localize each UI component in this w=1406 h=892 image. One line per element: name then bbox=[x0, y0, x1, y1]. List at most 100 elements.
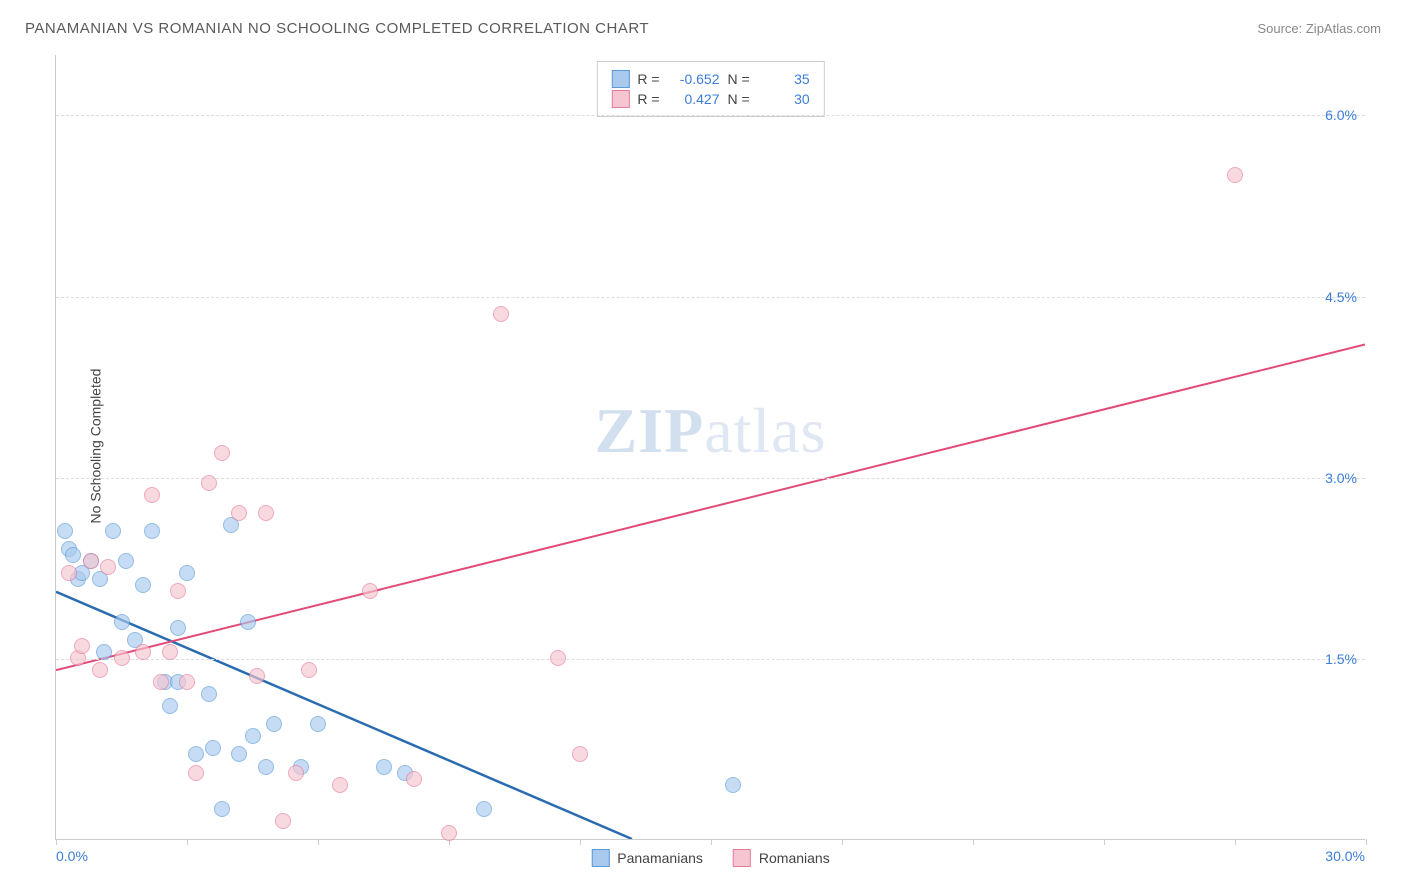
data-point bbox=[170, 583, 186, 599]
data-point bbox=[201, 686, 217, 702]
r-value-romanians: 0.427 bbox=[668, 91, 720, 107]
legend-label-romanians: Romanians bbox=[759, 850, 830, 866]
data-point bbox=[476, 801, 492, 817]
data-point bbox=[170, 620, 186, 636]
legend-label-panamanians: Panamanians bbox=[617, 850, 703, 866]
r-label: R = bbox=[637, 71, 659, 87]
data-point bbox=[105, 523, 121, 539]
xtick bbox=[56, 839, 57, 845]
xtick bbox=[842, 839, 843, 845]
data-point bbox=[201, 475, 217, 491]
data-point bbox=[144, 487, 160, 503]
ytick-label: 3.0% bbox=[1325, 470, 1357, 486]
data-point bbox=[214, 801, 230, 817]
n-label: N = bbox=[728, 71, 750, 87]
data-point bbox=[406, 771, 422, 787]
r-label: R = bbox=[637, 91, 659, 107]
data-point bbox=[57, 523, 73, 539]
data-point bbox=[231, 505, 247, 521]
data-point bbox=[231, 746, 247, 762]
xtick bbox=[711, 839, 712, 845]
ytick-label: 1.5% bbox=[1325, 651, 1357, 667]
n-value-romanians: 30 bbox=[758, 91, 810, 107]
ytick-label: 6.0% bbox=[1325, 107, 1357, 123]
watermark-zip: ZIP bbox=[595, 395, 705, 466]
xtick bbox=[580, 839, 581, 845]
watermark-atlas: atlas bbox=[704, 395, 826, 466]
legend-item-panamanians: Panamanians bbox=[591, 849, 703, 867]
data-point bbox=[114, 614, 130, 630]
data-point bbox=[205, 740, 221, 756]
series-legend: Panamanians Romanians bbox=[591, 849, 829, 867]
data-point bbox=[376, 759, 392, 775]
data-point bbox=[550, 650, 566, 666]
gridline bbox=[56, 297, 1365, 298]
ytick-label: 4.5% bbox=[1325, 289, 1357, 305]
data-point bbox=[301, 662, 317, 678]
data-point bbox=[135, 644, 151, 660]
gridline bbox=[56, 115, 1365, 116]
data-point bbox=[1227, 167, 1243, 183]
xtick bbox=[1366, 839, 1367, 845]
plot-area: ZIPatlas R = -0.652 N = 35 R = 0.427 N =… bbox=[55, 55, 1365, 840]
xtick bbox=[973, 839, 974, 845]
data-point bbox=[362, 583, 378, 599]
trendline bbox=[56, 592, 632, 839]
data-point bbox=[493, 306, 509, 322]
data-point bbox=[179, 565, 195, 581]
swatch-blue-icon bbox=[591, 849, 609, 867]
trendlines-layer bbox=[56, 55, 1365, 839]
data-point bbox=[74, 638, 90, 654]
data-point bbox=[118, 553, 134, 569]
xtick bbox=[1235, 839, 1236, 845]
swatch-blue-icon bbox=[611, 70, 629, 88]
data-point bbox=[725, 777, 741, 793]
x-max-label: 30.0% bbox=[1325, 848, 1365, 864]
data-point bbox=[65, 547, 81, 563]
data-point bbox=[258, 759, 274, 775]
data-point bbox=[96, 644, 112, 660]
n-value-panamanians: 35 bbox=[758, 71, 810, 87]
swatch-pink-icon bbox=[611, 90, 629, 108]
xtick bbox=[1104, 839, 1105, 845]
data-point bbox=[83, 553, 99, 569]
data-point bbox=[153, 674, 169, 690]
data-point bbox=[214, 445, 230, 461]
data-point bbox=[310, 716, 326, 732]
data-point bbox=[179, 674, 195, 690]
chart-title: PANAMANIAN VS ROMANIAN NO SCHOOLING COMP… bbox=[25, 20, 649, 37]
data-point bbox=[144, 523, 160, 539]
data-point bbox=[135, 577, 151, 593]
correlation-legend: R = -0.652 N = 35 R = 0.427 N = 30 bbox=[596, 61, 824, 117]
data-point bbox=[188, 746, 204, 762]
xtick bbox=[187, 839, 188, 845]
data-point bbox=[162, 698, 178, 714]
data-point bbox=[100, 559, 116, 575]
data-point bbox=[266, 716, 282, 732]
gridline bbox=[56, 478, 1365, 479]
data-point bbox=[92, 662, 108, 678]
data-point bbox=[288, 765, 304, 781]
data-point bbox=[249, 668, 265, 684]
xtick bbox=[318, 839, 319, 845]
source-attribution: Source: ZipAtlas.com bbox=[1257, 21, 1381, 36]
data-point bbox=[240, 614, 256, 630]
swatch-pink-icon bbox=[733, 849, 751, 867]
legend-row-panamanians: R = -0.652 N = 35 bbox=[611, 70, 809, 88]
data-point bbox=[162, 644, 178, 660]
data-point bbox=[61, 565, 77, 581]
data-point bbox=[572, 746, 588, 762]
data-point bbox=[332, 777, 348, 793]
legend-row-romanians: R = 0.427 N = 30 bbox=[611, 90, 809, 108]
r-value-panamanians: -0.652 bbox=[668, 71, 720, 87]
data-point bbox=[114, 650, 130, 666]
chart-header: PANAMANIAN VS ROMANIAN NO SCHOOLING COMP… bbox=[25, 20, 1381, 37]
data-point bbox=[275, 813, 291, 829]
legend-item-romanians: Romanians bbox=[733, 849, 830, 867]
data-point bbox=[258, 505, 274, 521]
x-min-label: 0.0% bbox=[56, 848, 88, 864]
data-point bbox=[441, 825, 457, 841]
gridline bbox=[56, 659, 1365, 660]
watermark: ZIPatlas bbox=[595, 394, 827, 468]
data-point bbox=[245, 728, 261, 744]
